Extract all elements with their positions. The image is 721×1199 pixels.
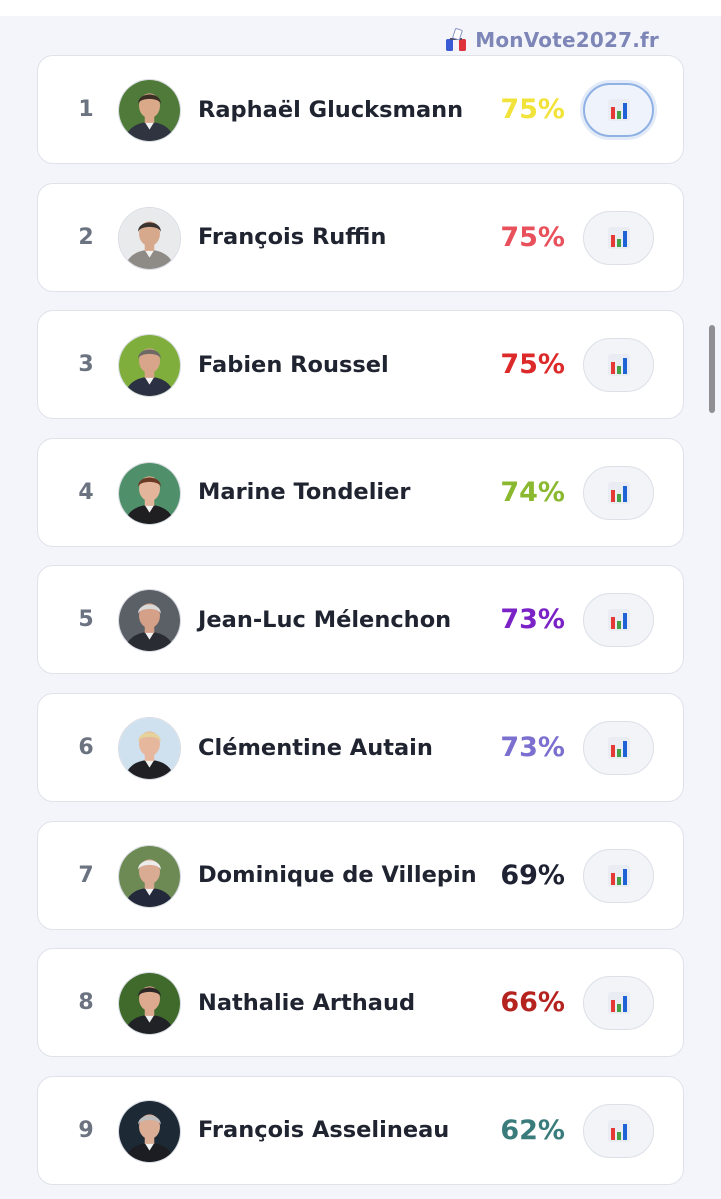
candidate-card-6[interactable]: 6 Clémentine Autain 73% [37,693,684,802]
candidate-card-8[interactable]: 8 Nathalie Arthaud 66% [37,948,684,1058]
candidate-avatar [118,206,181,270]
candidate-name: Jean-Luc Mélenchon [198,606,452,633]
match-score: 73% [500,732,565,763]
candidate-name: Nathalie Arthaud [198,989,416,1016]
candidate-card-1[interactable]: 1 Raphaël Glucksmann 75% [37,55,684,164]
bar-chart-icon [607,864,630,887]
candidate-avatar [118,972,181,1036]
brand-watermark: MonVote2027.fr [445,28,659,52]
bar-chart-icon [607,99,630,121]
stats-button[interactable] [583,83,654,137]
candidate-name: François Ruffin [198,224,387,251]
candidate-name: Fabien Roussel [198,351,389,378]
scrollbar[interactable] [709,325,715,413]
stats-button[interactable] [583,976,654,1031]
match-score: 74% [500,476,565,508]
candidate-name: Marine Tondelier [198,479,411,506]
stats-button[interactable] [583,465,654,520]
bar-chart-icon [607,737,630,759]
candidate-name: François Asselineau [198,1117,450,1144]
bar-chart-icon [607,481,630,504]
match-score: 69% [500,859,565,891]
rank-number: 2 [78,224,94,250]
match-score: 75% [500,221,565,253]
match-score: 66% [500,987,565,1019]
rank-number: 1 [78,97,94,122]
stats-button[interactable] [583,593,654,648]
stats-button[interactable] [583,210,654,265]
stats-button[interactable] [583,1103,654,1158]
stats-button[interactable] [583,338,654,393]
candidate-card-9[interactable]: 9 François Asselineau 62% [37,1075,684,1185]
stats-button[interactable] [583,721,654,775]
rank-number: 4 [78,479,94,505]
candidate-name: Dominique de Villepin [198,862,477,889]
ballot-box-icon [446,28,467,51]
stats-button[interactable] [583,848,654,903]
bar-chart-icon [607,609,630,632]
match-score: 73% [500,604,565,636]
rank-number: 9 [78,1117,94,1143]
bar-chart-icon [607,226,630,249]
candidate-card-4[interactable]: 4 Marine Tondelier 74% [37,437,684,547]
candidate-avatar [118,589,181,653]
brand-text: MonVote2027.fr [475,28,659,52]
candidate-name: Raphaël Glucksmann [198,96,464,123]
candidate-avatar [118,461,181,525]
match-score: 75% [500,94,565,125]
match-score: 75% [500,349,565,381]
rank-number: 6 [78,735,94,760]
candidate-name: Clémentine Autain [198,734,433,761]
rank-number: 7 [78,862,94,888]
match-score: 62% [500,1114,565,1146]
candidate-avatar [118,334,181,398]
candidate-avatar [118,1099,181,1163]
candidate-card-7[interactable]: 7 Dominique de Villepin 69% [37,820,684,930]
rank-number: 8 [78,990,94,1016]
candidate-avatar [118,717,181,780]
candidate-card-2[interactable]: 2 François Ruffin 75% [37,182,684,292]
bar-chart-icon [607,354,630,377]
candidate-card-5[interactable]: 5 Jean-Luc Mélenchon 73% [37,565,684,675]
rank-number: 5 [78,607,94,633]
candidate-avatar [118,844,181,908]
candidate-avatar [118,79,181,142]
candidate-card-3[interactable]: 3 Fabien Roussel 75% [37,310,684,420]
bar-chart-icon [607,992,630,1015]
rank-number: 3 [78,352,94,378]
bar-chart-icon [607,1119,630,1142]
top-strip [0,0,721,16]
